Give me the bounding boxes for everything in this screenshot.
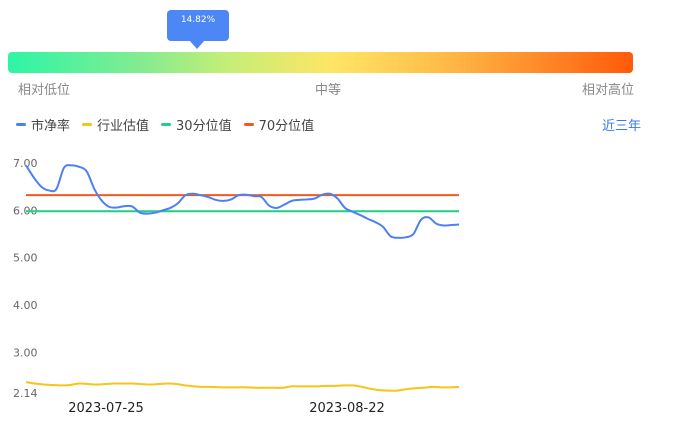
scale-label-low: 相对低位: [18, 83, 71, 98]
pb-line-chart: 7.006.005.004.003.002.14 2023-07-25 2023-…: [13, 157, 460, 416]
legend-label-pb: 市净率: [31, 119, 71, 134]
legend-swatch-industry: [82, 123, 93, 126]
y-tick-label: 4.00: [13, 299, 38, 312]
x-axis-ticks: 2023-07-25 2023-08-22: [68, 401, 385, 416]
y-tick-label: 5.00: [13, 252, 38, 265]
legend-swatch-p30: [161, 123, 172, 126]
x-tick-label: 2023-07-25: [68, 401, 144, 416]
scale-label-high: 相对高位: [582, 83, 635, 98]
legend-item-p70[interactable]: 70分位值: [243, 115, 315, 134]
x-tick-label: 2023-08-22: [309, 401, 385, 416]
chart-legend: 市净率 行业估值 30分位值 70分位值: [16, 115, 314, 134]
legend-label-p70: 70分位值: [258, 119, 315, 134]
legend-item-pb[interactable]: 市净率: [16, 115, 70, 134]
scale-label-mid: 中等: [315, 83, 342, 98]
legend-swatch-pb: [16, 123, 26, 126]
legend-item-industry[interactable]: 行业估值: [82, 115, 149, 134]
y-tick-label: 7.00: [13, 157, 38, 170]
series-lines: [25, 164, 460, 392]
y-axis-ticks: 7.00 6.00 5.00 4.00 3.00 2.14: [13, 157, 38, 400]
percentile-tooltip: 14.82%: [167, 10, 229, 49]
legend-label-p30: 30分位值: [176, 119, 232, 134]
y-tick-label: 6.00: [13, 204, 38, 217]
range-selector-three-years[interactable]: 近三年: [601, 119, 641, 134]
legend-item-p30[interactable]: 30分位值: [161, 115, 232, 134]
legend-swatch-p70: [243, 123, 254, 126]
percentile-gradient-bar: [8, 52, 633, 73]
series-line-industry: [25, 381, 460, 392]
y-tick-label: 3.00: [13, 346, 38, 359]
series-line-pb: [25, 164, 460, 239]
legend-label-industry: 行业估值: [97, 119, 150, 134]
y-tick-label: 2.14: [13, 387, 38, 400]
